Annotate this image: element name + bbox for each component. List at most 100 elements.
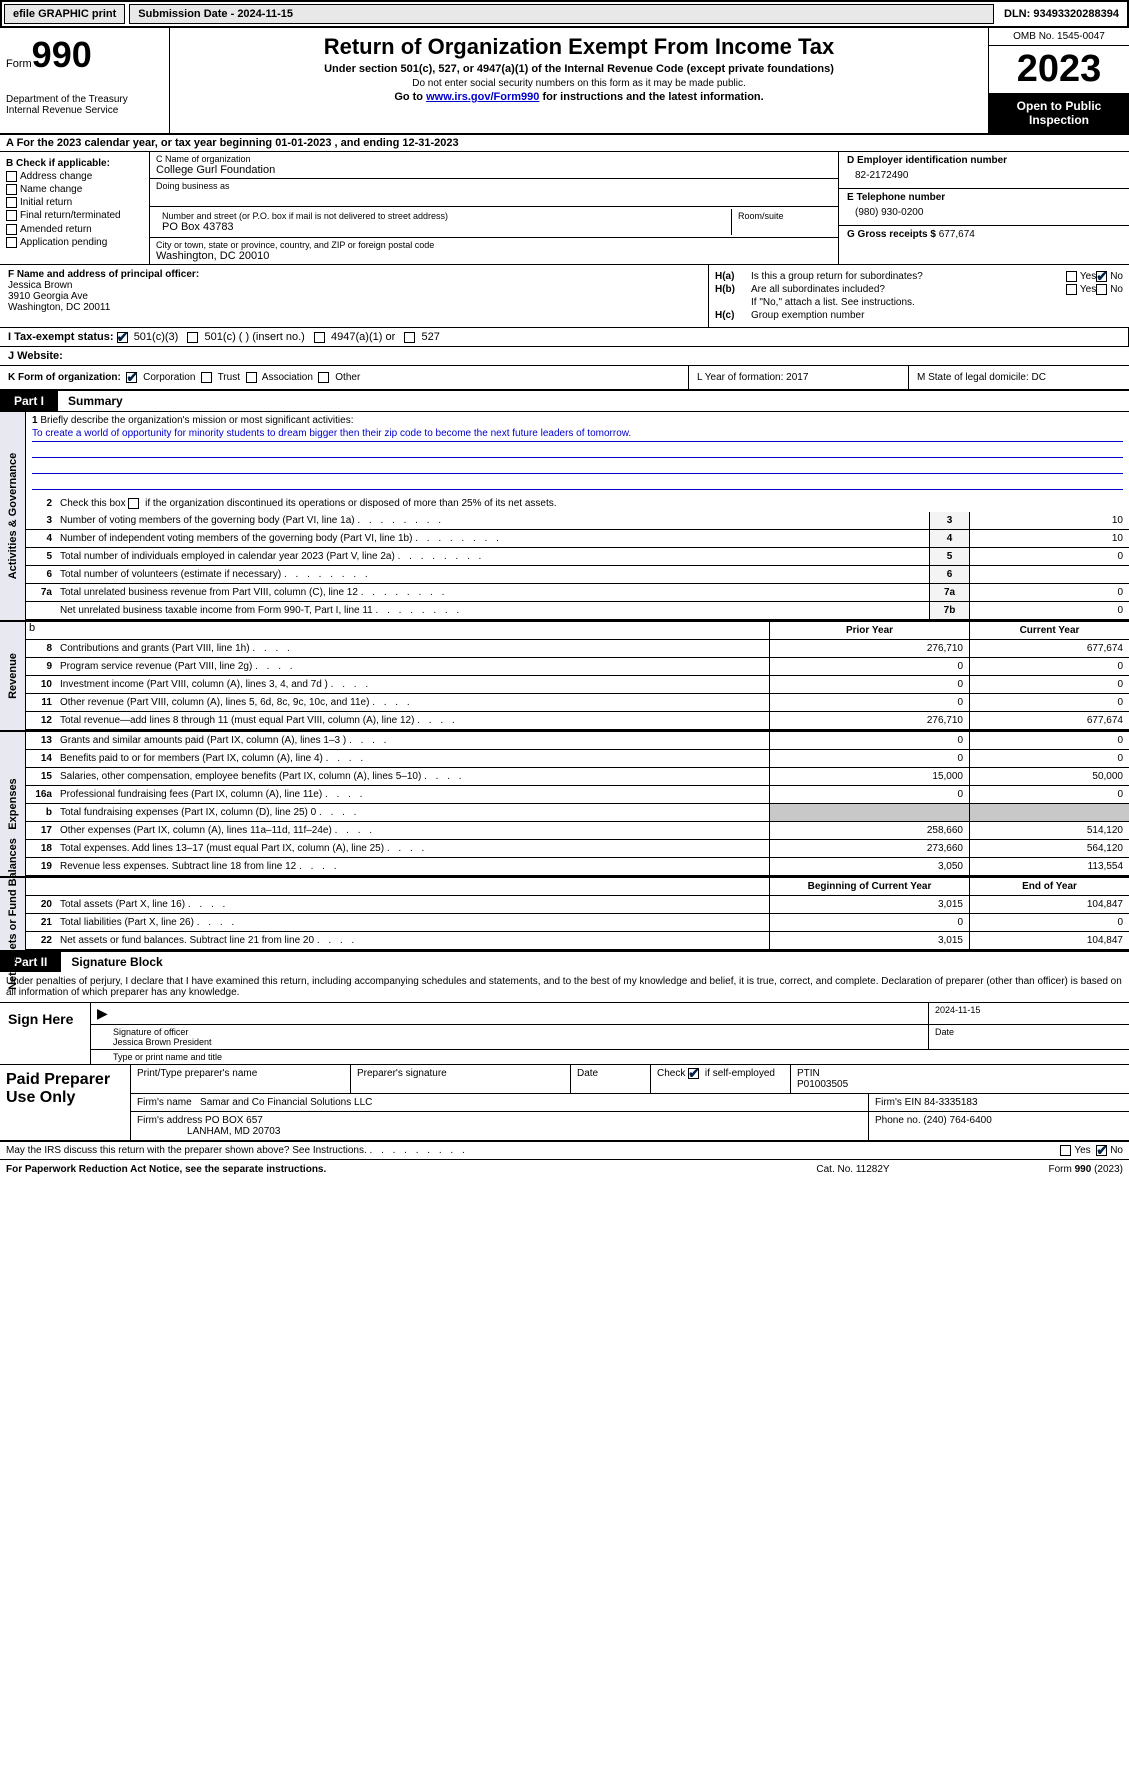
revenue-header: bPrior YearCurrent Year <box>26 622 1129 640</box>
subtitle-3: Go to www.irs.gov/Form990 for instructio… <box>178 91 980 103</box>
top-toolbar: efile GRAPHIC print Submission Date - 20… <box>0 0 1129 28</box>
cb-name-change[interactable] <box>6 184 17 195</box>
ptin-cell: PTINP01003505 <box>791 1065 1129 1093</box>
form-number: 990 <box>32 34 92 75</box>
cb-hb-no[interactable] <box>1096 284 1107 295</box>
mission-text: To create a world of opportunity for min… <box>32 428 1123 442</box>
cb-discontinued[interactable] <box>128 498 139 509</box>
cb-address-change[interactable] <box>6 171 17 182</box>
submission-date: Submission Date - 2024-11-15 <box>129 4 994 24</box>
cb-501c[interactable] <box>187 332 198 343</box>
side-governance: Activities & Governance <box>0 412 26 620</box>
officer-signature-name: Jessica Brown President <box>113 1037 212 1047</box>
cb-discuss-yes[interactable] <box>1060 1145 1071 1156</box>
name-title-label: Type or print name and title <box>107 1050 1129 1064</box>
cb-other[interactable] <box>318 372 329 383</box>
dln-label: DLN: 93493320288394 <box>996 5 1127 23</box>
row-a-tax-year: A For the 2023 calendar year, or tax yea… <box>0 135 1129 152</box>
cb-527[interactable] <box>404 332 415 343</box>
subtitle-2: Do not enter social security numbers on … <box>178 78 980 89</box>
cb-corp[interactable] <box>126 372 137 383</box>
sign-here-block: Sign Here ▶ 2024-11-15 Signature of offi… <box>0 1003 1129 1065</box>
officer-name: Jessica Brown <box>8 280 700 291</box>
org-name-label: C Name of organization <box>156 154 832 164</box>
part1-title: Summary <box>58 391 133 411</box>
tax-year: 2023 <box>989 46 1129 93</box>
cb-501c3[interactable] <box>117 332 128 343</box>
col-b-header: B Check if applicable: <box>6 158 143 169</box>
column-b-checkboxes: B Check if applicable: Address change Na… <box>0 152 150 264</box>
ein-label: D Employer identification number <box>847 155 1121 166</box>
firm-addr2: LANHAM, MD 20703 <box>187 1126 280 1137</box>
part1-tag: Part I <box>0 391 58 411</box>
page-footer: For Paperwork Reduction Act Notice, see … <box>0 1160 1129 1179</box>
prep-sig-label: Preparer's signature <box>351 1065 571 1093</box>
column-c: C Name of organizationCollege Gurl Found… <box>150 152 839 264</box>
principal-officer: F Name and address of principal officer:… <box>0 265 709 327</box>
sign-date: 2024-11-15 <box>929 1003 1129 1024</box>
dba-label: Doing business as <box>156 181 832 191</box>
officer-addr2: Washington, DC 20011 <box>8 302 700 313</box>
date-label: Date <box>929 1025 1129 1049</box>
cb-pending[interactable] <box>6 237 17 248</box>
org-name: College Gurl Foundation <box>156 164 832 176</box>
paid-preparer-block: Paid Preparer Use Only Print/Type prepar… <box>0 1065 1129 1142</box>
ein-value: 82-2172490 <box>847 166 1121 185</box>
part2-title: Signature Block <box>61 952 172 972</box>
cb-final-return[interactable] <box>6 210 17 221</box>
side-net-assets: Net Assets or Fund Balances <box>0 878 26 950</box>
gross-label: G Gross receipts $ <box>847 229 936 240</box>
firm-ein: 84-3335183 <box>924 1097 977 1108</box>
section-h: H(a) Is this a group return for subordin… <box>709 265 1129 327</box>
prep-date-label: Date <box>571 1065 651 1093</box>
declaration-text: Under penalties of perjury, I declare th… <box>0 972 1129 1003</box>
form-header: Form990 Department of the Treasury Inter… <box>0 28 1129 135</box>
row-k-form-org: K Form of organization: Corporation Trus… <box>0 366 689 389</box>
phone-value: (980) 930-0200 <box>847 203 1121 222</box>
mission-block: 1 Briefly describe the organization's mi… <box>26 412 1129 495</box>
form-title: Return of Organization Exempt From Incom… <box>178 34 980 60</box>
cb-ha-yes[interactable] <box>1066 271 1077 282</box>
city-value: Washington, DC 20010 <box>156 250 832 262</box>
cb-discuss-no[interactable] <box>1096 1145 1107 1156</box>
part2-header: Part II Signature Block <box>0 952 1129 972</box>
irs-link[interactable]: www.irs.gov/Form990 <box>426 91 539 103</box>
firm-addr1: PO BOX 657 <box>205 1115 263 1126</box>
cb-amended[interactable] <box>6 224 17 235</box>
sign-here-label: Sign Here <box>0 1003 90 1064</box>
sig-label: Signature of officer <box>113 1027 188 1037</box>
dept-label: Department of the Treasury Internal Reve… <box>6 94 163 116</box>
side-revenue: Revenue <box>0 622 26 730</box>
firm-phone-cell: Phone no. (240) 764-6400 <box>869 1112 1129 1140</box>
prep-name-label: Print/Type preparer's name <box>131 1065 351 1093</box>
efile-button[interactable]: efile GRAPHIC print <box>4 4 125 24</box>
part1-header: Part I Summary <box>0 391 1129 411</box>
addr-label: Number and street (or P.O. box if mail i… <box>162 211 725 221</box>
cb-initial-return[interactable] <box>6 197 17 208</box>
cb-trust[interactable] <box>201 372 212 383</box>
net-header: Beginning of Current YearEnd of Year <box>26 878 1129 896</box>
firm-phone: (240) 764-6400 <box>923 1115 991 1126</box>
gross-value: 677,674 <box>939 229 975 240</box>
room-label: Room/suite <box>738 211 826 221</box>
cb-ha-no[interactable] <box>1096 271 1107 282</box>
cb-assoc[interactable] <box>246 372 257 383</box>
cb-self-employed[interactable] <box>688 1068 699 1079</box>
city-label: City or town, state or province, country… <box>156 240 832 250</box>
form-word: Form <box>6 58 32 70</box>
public-inspection: Open to Public Inspection <box>989 93 1129 133</box>
footer-notice: For Paperwork Reduction Act Notice, see … <box>6 1164 763 1175</box>
self-employed-check: Check if self-employed <box>651 1065 791 1093</box>
column-d-g: D Employer identification number82-21724… <box>839 152 1129 264</box>
ptin-value: P01003505 <box>797 1079 848 1090</box>
cb-4947[interactable] <box>314 332 325 343</box>
footer-cat: Cat. No. 11282Y <box>763 1164 943 1175</box>
phone-label: E Telephone number <box>847 192 1121 203</box>
firm-addr-cell: Firm's address PO BOX 657 LANHAM, MD 207… <box>131 1112 869 1140</box>
cb-hb-yes[interactable] <box>1066 284 1077 295</box>
footer-form: Form 990 (2023) <box>943 1164 1123 1175</box>
row-j: J Website: <box>0 347 1129 365</box>
firm-name-cell: Firm's name Samar and Co Financial Solut… <box>131 1094 869 1111</box>
firm-name: Samar and Co Financial Solutions LLC <box>200 1097 372 1108</box>
subtitle-1: Under section 501(c), 527, or 4947(a)(1)… <box>178 63 980 75</box>
